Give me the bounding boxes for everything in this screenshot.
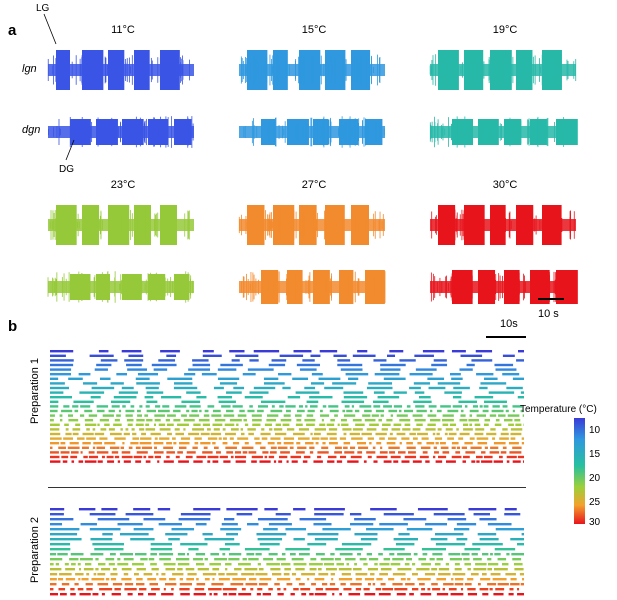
dgn-trace-2 — [429, 116, 578, 148]
panel-b-scale-bar — [486, 336, 526, 338]
colorbar-tick-30: 30 — [589, 517, 601, 528]
lgn-row-label: lgn — [22, 63, 37, 75]
temp-title-11: 11°C — [111, 24, 135, 36]
panel-a-scale-label: 10 s — [538, 308, 559, 320]
temp-title-30: 30°C — [492, 179, 518, 191]
prep2-raster — [50, 508, 524, 596]
dgn-trace-3 — [47, 271, 194, 303]
prep1-raster — [50, 350, 524, 463]
colorbar-tick-15: 15 — [589, 449, 601, 460]
colorbar-tick-20: 20 — [589, 473, 601, 484]
dg-annotation: DG — [59, 164, 74, 175]
temp-title-19: 19°C — [492, 24, 518, 36]
prep2-label: Preparation 2 — [29, 516, 41, 584]
lgn-trace-1 — [239, 50, 385, 90]
lgn-trace-3 — [48, 205, 194, 245]
lgn-trace-0 — [47, 50, 194, 90]
dgn-trace-5 — [430, 270, 578, 304]
dgn-trace-1 — [239, 116, 385, 148]
dgn-trace-0 — [48, 116, 194, 148]
dg-arrow — [65, 139, 75, 161]
prep1-label: Preparation 1 — [29, 357, 41, 425]
panel-a-scale-bar — [538, 298, 564, 300]
temp-title-15: 15°C — [301, 24, 327, 36]
panel-a-letter: a — [8, 22, 17, 39]
lgn-trace-5 — [430, 205, 576, 245]
temp-title-23: 23°C — [110, 179, 136, 191]
colorbar-title: Temperature (°C) — [520, 404, 597, 415]
lgn-trace-2 — [429, 50, 577, 90]
lg-arrow — [43, 13, 57, 45]
dgn-row-label: dgn — [22, 124, 41, 136]
colorbar-tick-10: 10 — [589, 425, 601, 436]
lg-annotation: LG — [36, 3, 50, 14]
dgn-trace-4 — [239, 270, 386, 304]
panel-b-letter: b — [8, 318, 18, 335]
prep-divider — [48, 487, 526, 488]
panel-b-scale-label: 10s — [500, 318, 518, 330]
temp-title-27: 27°C — [301, 179, 327, 191]
temperature-colorbar — [574, 418, 585, 524]
colorbar-tick-25: 25 — [589, 497, 601, 508]
lgn-trace-4 — [238, 205, 385, 245]
